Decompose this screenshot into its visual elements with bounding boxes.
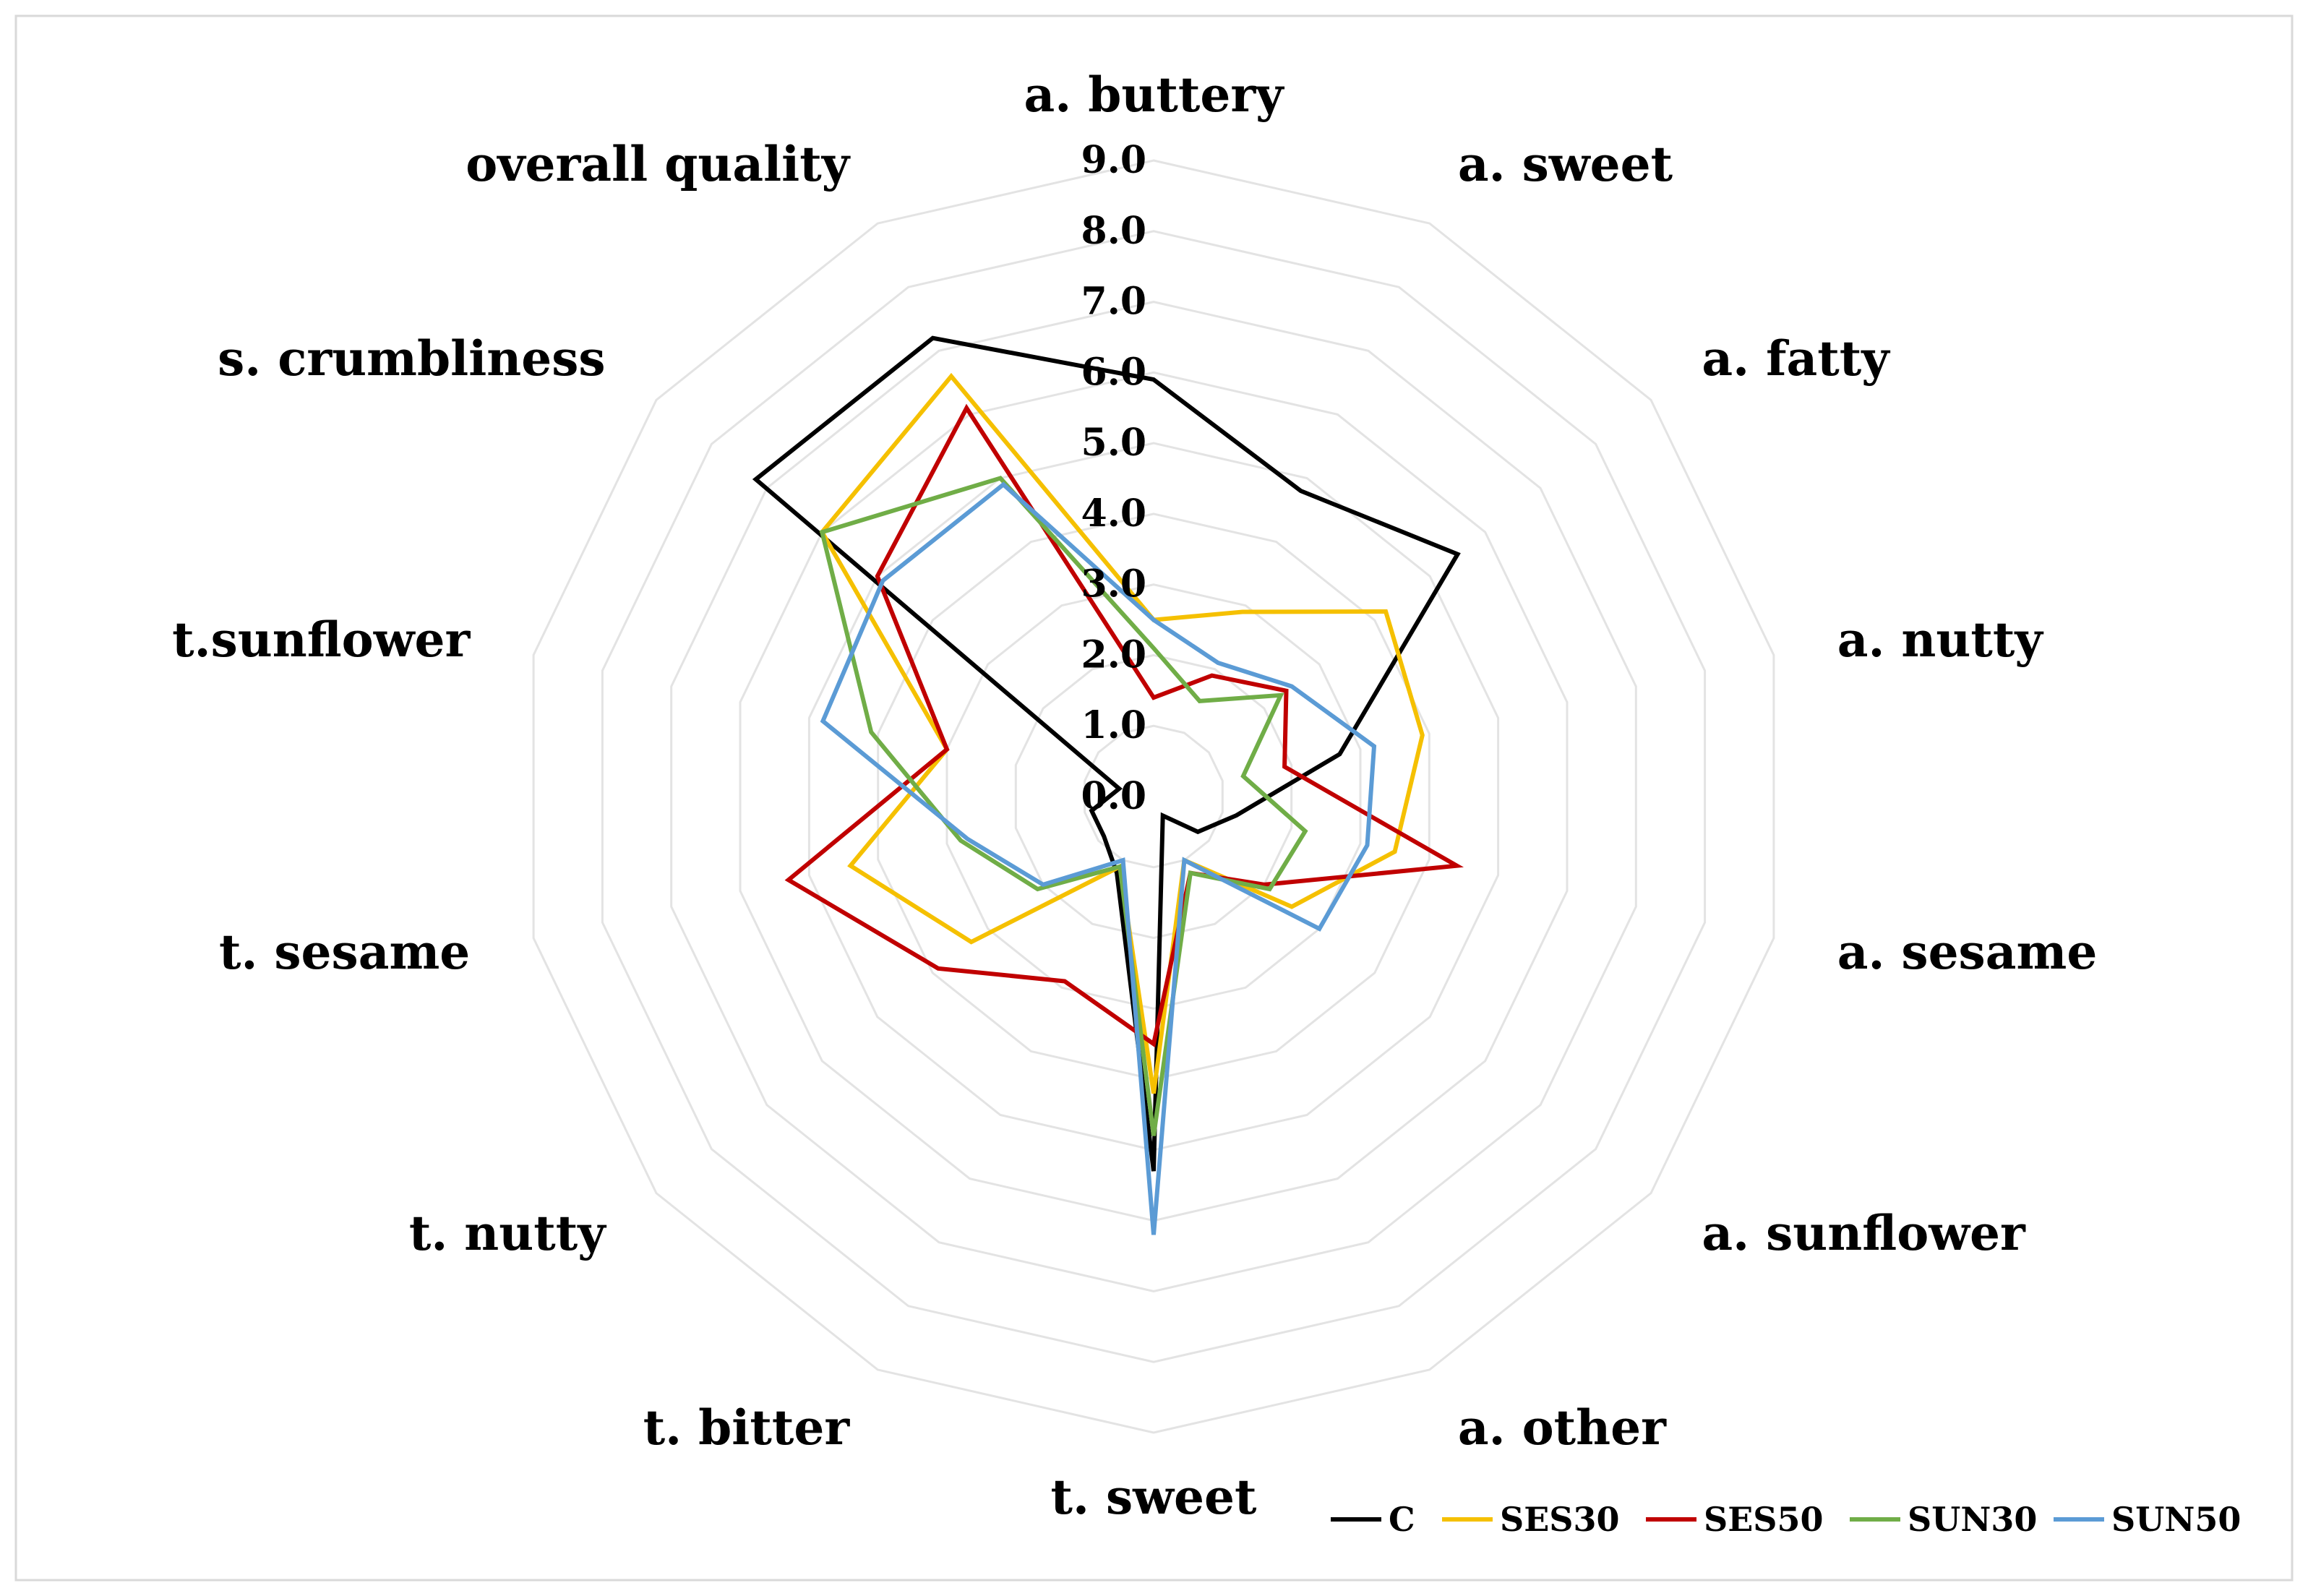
legend: C SES30 SES50 SUN30 SUN50 <box>1331 1500 2241 1539</box>
radar-series <box>752 335 1464 1235</box>
series-c-line <box>752 335 1461 1172</box>
tick-label: 8.0 <box>1081 209 1146 253</box>
axis-label: a. buttery <box>1024 66 1285 123</box>
legend-item-ses30: SES30 <box>1442 1500 1620 1539</box>
axis-label: overall quality <box>466 136 851 192</box>
axis-label: a. sesame <box>1837 924 2098 980</box>
legend-item-ses50: SES50 <box>1646 1500 1824 1539</box>
axis-labels: a. buttery a. sweet a. fatty a. nutty a. ses… <box>172 66 2097 1525</box>
legend-label: SES50 <box>1704 1500 1824 1539</box>
axis-label: t. nutty <box>409 1205 606 1261</box>
axis-label: s. crumbliness <box>218 330 605 387</box>
grid-ring-7.0 <box>670 301 1637 1292</box>
grid-ring-9.0 <box>532 159 1775 1434</box>
series-ses50-line <box>784 403 1464 1048</box>
tick-label: 9.0 <box>1081 138 1146 182</box>
tick-label: 3.0 <box>1081 562 1146 606</box>
chart-border <box>14 14 2294 1582</box>
axis-label: t. sweet <box>1051 1469 1257 1525</box>
grid-ring-2.0 <box>1014 653 1293 940</box>
series-sun50-line <box>820 481 1377 1235</box>
tick-label: 0.0 <box>1081 774 1146 818</box>
radial-tick-labels: 0.0 1.0 2.0 3.0 4.0 5.0 6.0 7.0 8.0 9.0 <box>1081 138 1146 818</box>
tick-label: 4.0 <box>1081 492 1146 536</box>
axis-label: t. sesame <box>219 924 470 980</box>
axis-label: a. fatty <box>1702 330 1890 387</box>
tick-label: 2.0 <box>1081 632 1146 677</box>
axis-label: a. sweet <box>1458 136 1673 192</box>
legend-label: C <box>1389 1500 1415 1539</box>
legend-label: SUN30 <box>1908 1500 2037 1539</box>
legend-item-sun50: SUN50 <box>2054 1500 2241 1539</box>
tick-label: 7.0 <box>1081 280 1146 324</box>
axis-label: t.sunflower <box>172 612 471 668</box>
grid-ring-8.0 <box>601 230 1707 1363</box>
legend-item-c: C <box>1331 1500 1415 1539</box>
tick-label: 6.0 <box>1081 350 1146 394</box>
legend-label: SES30 <box>1500 1500 1620 1539</box>
grid-ring-3.0 <box>945 583 1362 1010</box>
axis-label: a. other <box>1458 1399 1667 1456</box>
legend-item-sun30: SUN30 <box>1850 1500 2037 1539</box>
legend-label: SUN50 <box>2111 1500 2241 1539</box>
tick-label: 1.0 <box>1081 703 1146 747</box>
series-sun30-line <box>819 476 1308 1136</box>
series-ses30-line <box>819 372 1425 1094</box>
grid-ring-1.0 <box>1084 724 1224 869</box>
axis-label: a. sunflower <box>1702 1205 2026 1261</box>
axis-label: t. bitter <box>643 1399 851 1456</box>
tick-label: 5.0 <box>1081 421 1146 465</box>
axis-label: a. nutty <box>1837 612 2044 668</box>
